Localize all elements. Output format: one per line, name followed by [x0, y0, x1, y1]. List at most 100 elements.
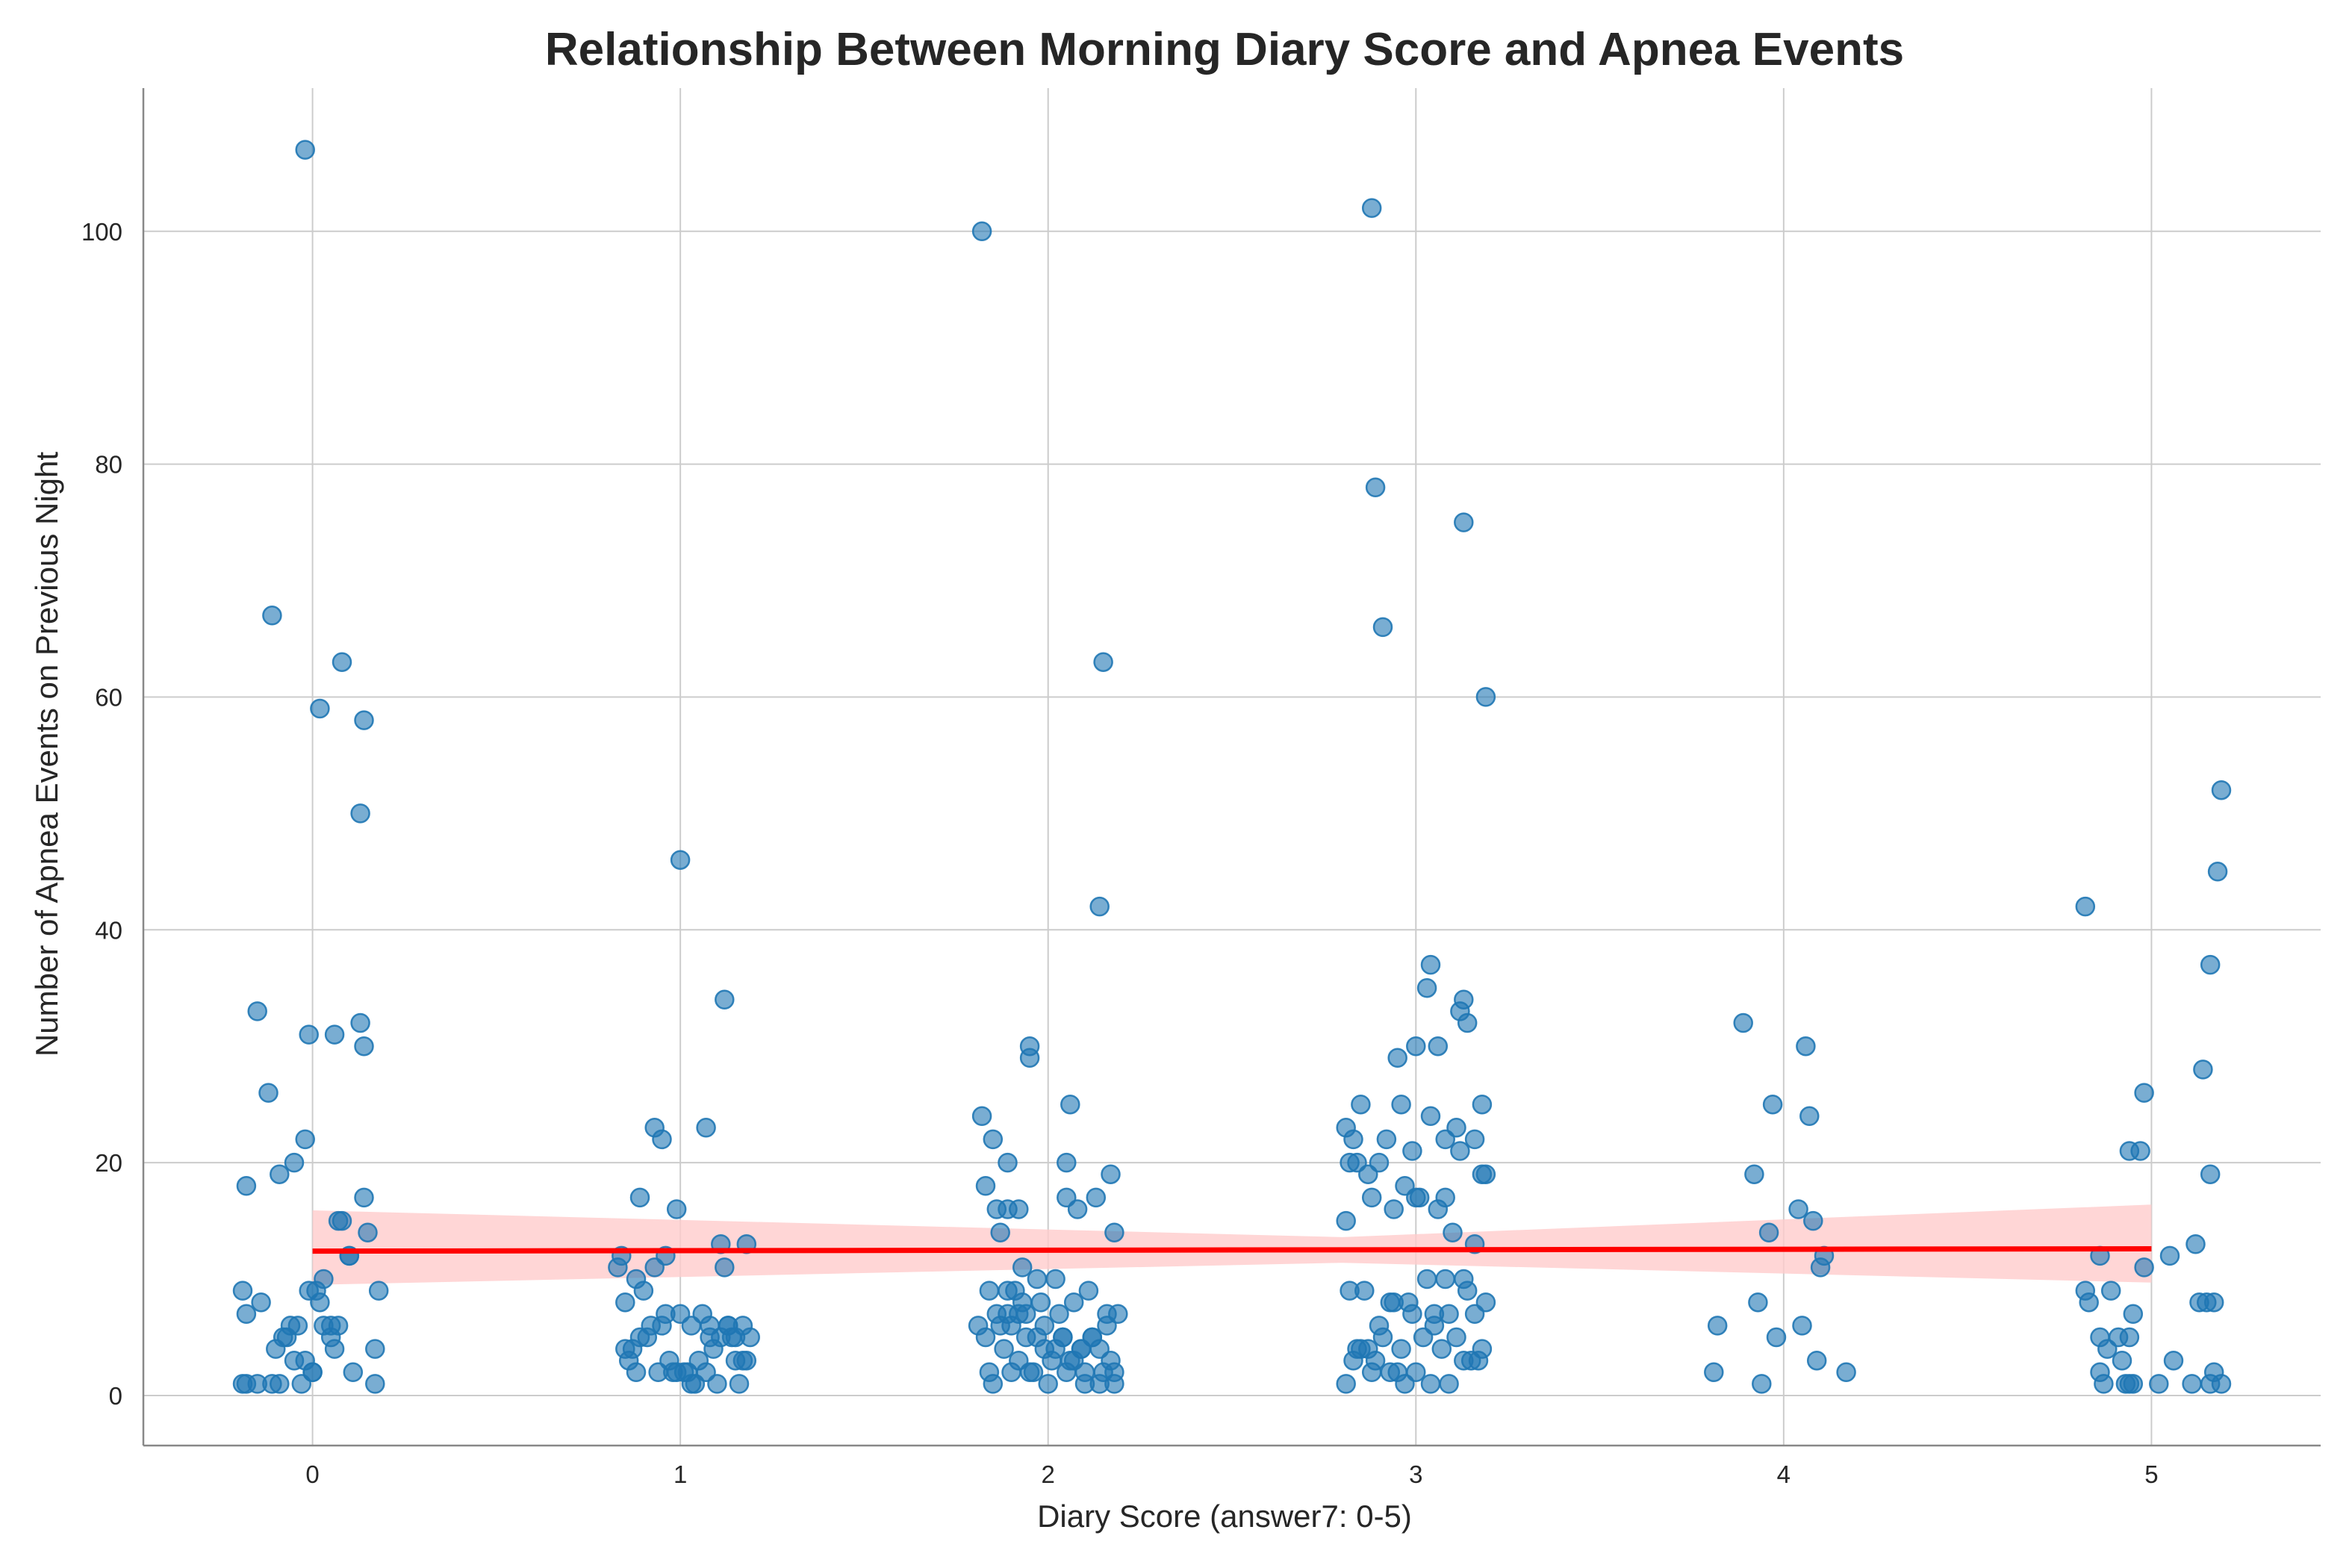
data-point [324, 1339, 345, 1359]
data-point [1045, 1269, 1065, 1289]
data-point [1810, 1257, 1831, 1278]
data-point [320, 1316, 341, 1336]
data-point [247, 1001, 267, 1021]
data-point [270, 1374, 290, 1394]
chart-title: Relationship Between Morning Diary Score… [545, 24, 1904, 75]
data-point [1806, 1350, 1827, 1371]
data-point [1424, 1316, 1445, 1336]
data-point [2185, 1234, 2206, 1254]
data-point [1376, 1129, 1397, 1150]
data-point [358, 1222, 378, 1242]
data-point [1372, 617, 1393, 638]
data-point [975, 1176, 996, 1196]
tick-labels: 0 1 2 3 4 5 0 20 40 60 80 100 [81, 218, 2159, 1488]
data-point [1416, 1269, 1437, 1289]
data-point [2134, 1257, 2154, 1278]
data-point [1439, 1374, 1459, 1394]
data-point [990, 1316, 1010, 1336]
data-point [2119, 1327, 2140, 1348]
data-point [1380, 1362, 1401, 1383]
data-point [990, 1222, 1010, 1242]
data-point [1402, 1141, 1422, 1161]
y-tick-label: 40 [95, 916, 122, 944]
data-point [626, 1362, 647, 1383]
data-point [1071, 1339, 1092, 1359]
data-point [1472, 1339, 1493, 1359]
data-point [1019, 1362, 1040, 1383]
data-point [1060, 1094, 1080, 1115]
data-point [2200, 1164, 2221, 1184]
data-point [1343, 1350, 1363, 1371]
data-point [2123, 1304, 2144, 1325]
data-point [2075, 896, 2096, 917]
data-point [310, 1292, 330, 1313]
data-point [2075, 1281, 2096, 1301]
data-point [633, 1281, 654, 1301]
data-point [324, 1024, 345, 1045]
data-point [1049, 1304, 1069, 1325]
data-point [2097, 1339, 2118, 1359]
data-point [1454, 512, 1474, 532]
data-point [1454, 1269, 1474, 1289]
data-point [1439, 1304, 1459, 1325]
axes [142, 88, 2321, 1447]
data-point [1387, 1048, 1407, 1068]
data-point [262, 606, 282, 626]
data-point [1443, 1222, 1463, 1242]
x-tick-label: 5 [2144, 1460, 2158, 1488]
data-point [1475, 1164, 1496, 1184]
data-point [707, 1374, 727, 1394]
data-point [629, 1327, 650, 1348]
data-point [1086, 1187, 1107, 1208]
data-point [1420, 1106, 1441, 1127]
data-point [354, 1187, 374, 1208]
x-axis-label: Diary Score (answer7: 0-5) [1037, 1499, 1412, 1534]
data-point [368, 1281, 389, 1301]
data-point [350, 803, 370, 824]
data-point [2119, 1374, 2140, 1394]
data-point [1053, 1327, 1073, 1348]
data-point [1450, 1141, 1470, 1161]
x-tick-label: 2 [1042, 1460, 1055, 1488]
data-point [2100, 1281, 2121, 1301]
data-point [258, 1083, 279, 1103]
data-point [1464, 1129, 1485, 1150]
data-point [1351, 1094, 1371, 1115]
data-point [270, 1164, 290, 1184]
data-point [2159, 1245, 2180, 1266]
data-point [994, 1339, 1014, 1359]
data-point [1078, 1281, 1099, 1301]
data-point [332, 1210, 352, 1231]
data-point [1030, 1292, 1051, 1313]
data-point [1803, 1210, 1823, 1231]
y-tick-label: 20 [95, 1149, 122, 1177]
y-tick-label: 100 [81, 218, 122, 246]
data-point [1019, 1048, 1040, 1068]
data-point [236, 1374, 257, 1394]
data-point [1420, 1374, 1441, 1394]
data-point [2200, 954, 2221, 975]
data-point [1391, 1339, 1411, 1359]
data-point [1796, 1036, 1816, 1057]
data-point [1748, 1292, 1768, 1313]
data-point [983, 1129, 1004, 1150]
data-point [1406, 1036, 1426, 1057]
data-point [299, 1024, 319, 1045]
data-point [365, 1374, 385, 1394]
data-point [1464, 1304, 1485, 1325]
data-point [1799, 1106, 1820, 1127]
data-point [1446, 1327, 1466, 1348]
data-point [1104, 1374, 1124, 1394]
data-point [1752, 1374, 1772, 1394]
data-point [1057, 1152, 1077, 1173]
data-point [1428, 1036, 1449, 1057]
data-point [1097, 1316, 1117, 1336]
data-point [1361, 1187, 1382, 1208]
data-point [284, 1152, 305, 1173]
data-point [2134, 1083, 2154, 1103]
data-point [1733, 1012, 1753, 1033]
data-point [1457, 1012, 1478, 1033]
data-point [971, 221, 992, 242]
